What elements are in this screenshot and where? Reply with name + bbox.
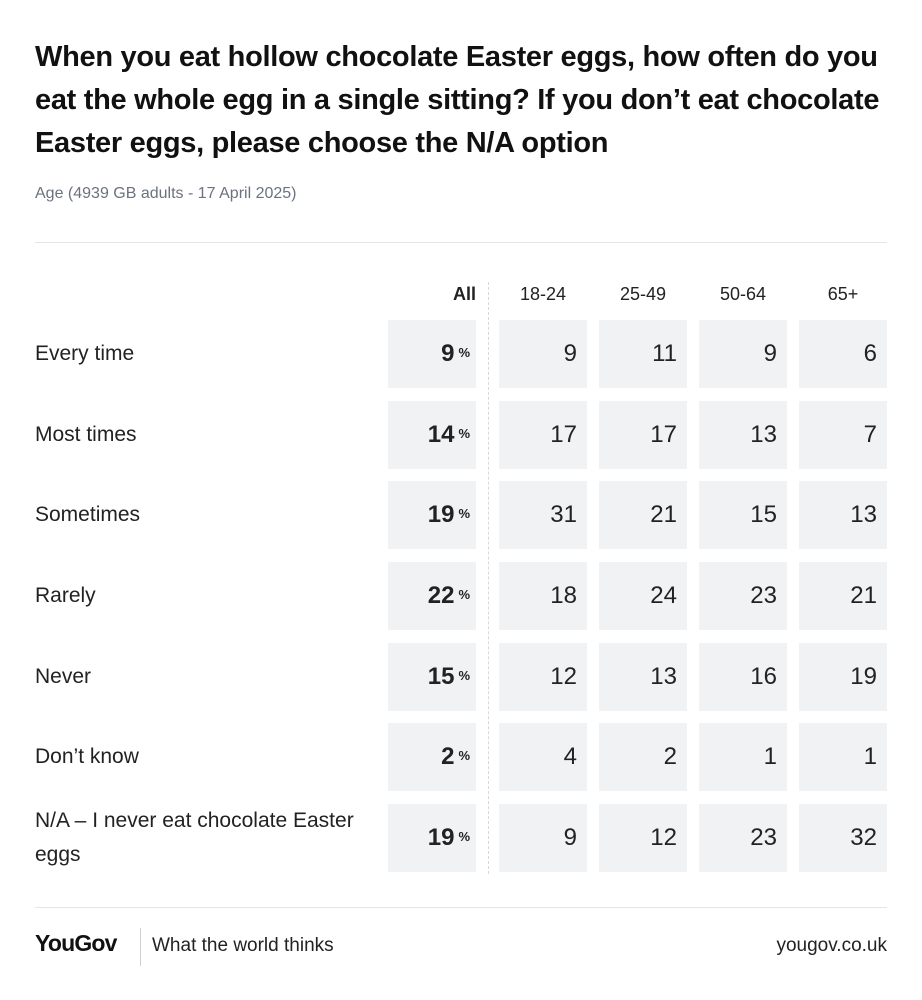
cell-value: 13 <box>850 501 877 528</box>
age-group-cell: 12 <box>599 804 687 872</box>
cell-value: 12 <box>650 824 677 851</box>
total-cell: 9% <box>388 320 476 388</box>
age-group-cell: 23 <box>699 562 787 630</box>
cell-value: 21 <box>850 582 877 609</box>
age-group-cell: 9 <box>699 320 787 388</box>
cell-value: 32 <box>850 824 877 851</box>
yougov-logo: YouGov <box>35 930 117 956</box>
cell-value: 19 <box>427 824 455 851</box>
age-group-cell: 23 <box>699 804 787 872</box>
age-group-cell: 9 <box>499 320 587 388</box>
cell-value: 18 <box>550 582 577 609</box>
cell-value: 1 <box>863 743 877 770</box>
percent-sign: % <box>458 667 470 683</box>
age-group-cell: 11 <box>599 320 687 388</box>
percent-sign: % <box>458 586 470 602</box>
cell-value: 9 <box>563 340 577 367</box>
age-group-cell: 1 <box>799 723 887 791</box>
age-group-cell: 24 <box>599 562 687 630</box>
age-group-cell: 32 <box>799 804 887 872</box>
age-group-cell: 9 <box>499 804 587 872</box>
age-group-cell: 13 <box>799 481 887 549</box>
cell-value: 11 <box>652 340 677 367</box>
chart-subtitle: Age (4939 GB adults - 17 April 2025) <box>35 185 297 202</box>
age-group-cell: 19 <box>799 643 887 711</box>
footer-tagline: What the world thinks <box>152 935 334 956</box>
cell-value: 4 <box>563 743 577 770</box>
total-cell: 2% <box>388 723 476 791</box>
cell-value: 19 <box>427 501 455 528</box>
age-group-cell: 21 <box>799 562 887 630</box>
cell-value: 24 <box>650 582 677 609</box>
column-header: 18-24 <box>519 284 567 304</box>
percent-sign: % <box>458 505 470 521</box>
total-cell: 19% <box>388 804 476 872</box>
cell-value: 13 <box>750 421 777 448</box>
cell-value: 9 <box>441 340 455 367</box>
row-label: Never <box>35 665 92 688</box>
percent-sign: % <box>458 344 470 360</box>
cell-value: 23 <box>750 824 777 851</box>
age-group-cell: 31 <box>499 481 587 549</box>
column-header: 65+ <box>827 284 859 304</box>
cell-value: 9 <box>763 340 777 367</box>
row-label: N/A – I never eat chocolate Easter eggs <box>35 809 354 866</box>
cell-value: 14 <box>427 421 455 448</box>
age-group-cell: 6 <box>799 320 887 388</box>
total-cell: 15% <box>388 643 476 711</box>
percent-sign: % <box>458 747 470 763</box>
cell-value: 13 <box>650 663 677 690</box>
cell-value: 16 <box>750 663 777 690</box>
cell-value: 17 <box>650 421 677 448</box>
total-cell: 22% <box>388 562 476 630</box>
row-label: Every time <box>35 342 135 365</box>
age-group-cell: 21 <box>599 481 687 549</box>
column-header: All <box>452 284 476 304</box>
age-group-cell: 17 <box>499 401 587 469</box>
chart-title: When you eat hollow chocolate Easter egg… <box>35 41 880 159</box>
column-header: 50-64 <box>719 284 767 304</box>
age-group-cell: 15 <box>699 481 787 549</box>
cell-value: 7 <box>863 421 877 448</box>
age-group-cell: 13 <box>699 401 787 469</box>
percent-sign: % <box>458 425 470 441</box>
cell-value: 31 <box>550 501 577 528</box>
row-label: Sometimes <box>35 503 141 526</box>
cell-value: 15 <box>750 501 777 528</box>
row-label: Most times <box>35 423 137 446</box>
age-group-cell: 7 <box>799 401 887 469</box>
cell-value: 23 <box>750 582 777 609</box>
total-cell: 14% <box>388 401 476 469</box>
age-group-cell: 4 <box>499 723 587 791</box>
age-group-cell: 18 <box>499 562 587 630</box>
age-group-cell: 13 <box>599 643 687 711</box>
cell-value: 17 <box>550 421 577 448</box>
cell-value: 9 <box>563 824 577 851</box>
age-group-cell: 1 <box>699 723 787 791</box>
footer-separator <box>140 928 141 966</box>
footer-url: yougov.co.uk <box>776 935 887 956</box>
cell-value: 1 <box>763 743 777 770</box>
cell-value: 2 <box>663 743 677 770</box>
column-header: 25-49 <box>619 284 667 304</box>
age-group-cell: 17 <box>599 401 687 469</box>
cell-value: 15 <box>427 663 455 690</box>
age-group-cell: 12 <box>499 643 587 711</box>
age-group-cell: 16 <box>699 643 787 711</box>
bottom-divider <box>35 907 887 908</box>
row-label: Don’t know <box>35 745 139 768</box>
percent-sign: % <box>458 828 470 844</box>
total-cell: 19% <box>388 481 476 549</box>
top-divider <box>35 242 887 243</box>
row-label: Rarely <box>35 584 96 607</box>
cell-value: 2 <box>441 743 455 770</box>
cell-value: 22 <box>427 582 455 609</box>
age-group-cell: 2 <box>599 723 687 791</box>
cell-value: 19 <box>850 663 877 690</box>
all-column-divider <box>488 282 489 874</box>
cell-value: 21 <box>650 501 677 528</box>
cell-value: 12 <box>550 663 577 690</box>
cell-value: 6 <box>863 340 877 367</box>
